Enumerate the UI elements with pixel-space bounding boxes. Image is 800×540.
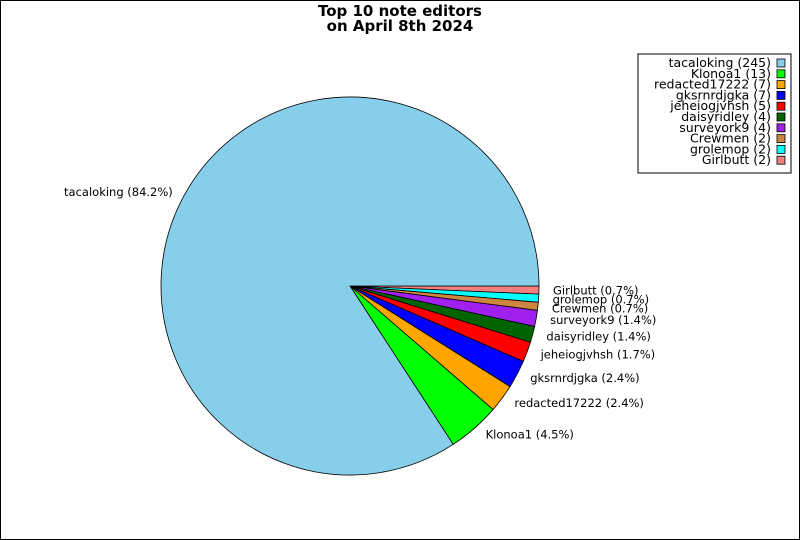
slice-label-grolemop: grolemop (0.7%) <box>553 292 649 306</box>
legend-label-surveyork9: surveyork9 (4) <box>679 120 771 135</box>
legend-label-tacaloking: tacaloking (245) <box>669 55 771 70</box>
slice-label-surveyork9: surveyork9 (1.4%) <box>550 313 656 327</box>
pie-slices <box>160 96 540 476</box>
slice-label-jeheiogjvhsh: jeheiogjvhsh (1.7%) <box>540 348 656 362</box>
legend-label-grolemop: grolemop (2) <box>690 141 771 156</box>
legend-box <box>637 53 792 174</box>
legend-label-daisyridley: daisyridley (4) <box>681 109 771 124</box>
legend-swatch-gksrnrdjgka <box>776 91 786 100</box>
legend-swatch-girlbutt <box>776 155 786 165</box>
legend-swatch-grolemop <box>776 144 786 154</box>
slice-label-tacaloking: tacaloking (84.2%) <box>64 185 173 199</box>
slice-labels: tacaloking (84.2%) Klonoa1 (4.5%) redacted… <box>64 185 656 441</box>
slice-tacaloking <box>160 96 540 476</box>
legend-label-jeheiogjvhsh: jeheiogjvhsh (5) <box>669 98 771 113</box>
slice-label-gksrnrdjgka: gksrnrdjgka (2.4%) <box>530 371 639 385</box>
legend-swatch-klonoa1 <box>776 69 786 79</box>
slice-label-crewmen: Crewmen (0.7%) <box>552 301 648 315</box>
legend-label-redacted17222: redacted17222 (7) <box>654 77 771 92</box>
legend-swatch-crewmen <box>776 134 786 144</box>
legend-label-crewmen: Crewmen (2) <box>690 131 771 146</box>
slice-label-klonoa1: Klonoa1 (4.5%) <box>486 427 574 441</box>
slice-label-daisyridley: daisyridley (1.4%) <box>546 330 650 344</box>
legend-label-klonoa1: Klonoa1 (13) <box>691 66 771 81</box>
legend-label-girlbutt: Girlbutt (2) <box>702 152 771 167</box>
legend-swatch-surveyork9 <box>776 123 786 133</box>
legend-label-gksrnrdjgka: gksrnrdjgka (7) <box>676 87 771 102</box>
legend: tacaloking (245)Klonoa1 (13)redacted1722… <box>637 53 792 174</box>
chart-title-line-2: on April 8th 2024 <box>327 17 474 35</box>
chart-title-line-1: Top 10 note editors <box>318 2 482 20</box>
legend-swatch-tacaloking <box>776 58 786 68</box>
legend-swatch-jeheiogjvhsh <box>776 101 786 111</box>
legend-swatch-daisyridley <box>776 112 786 122</box>
slice-label-redacted17222: redacted17222 (2.4%) <box>514 396 644 410</box>
legend-swatch-redacted17222 <box>776 80 786 89</box>
slice-label-girlbutt: Girlbutt (0.7%) <box>553 283 638 297</box>
